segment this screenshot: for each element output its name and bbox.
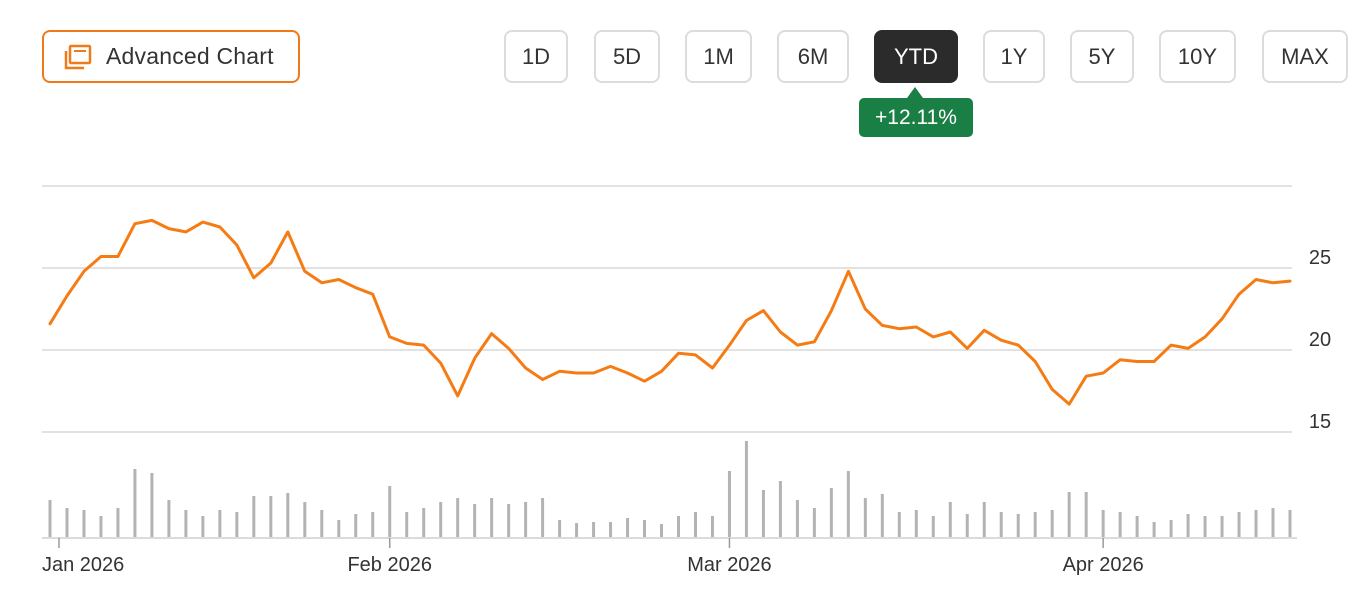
x-tick-label: Feb 2026 — [347, 554, 432, 576]
y-tick-label: 25 — [1309, 247, 1331, 269]
range-button-ytd[interactable]: YTD — [874, 30, 958, 83]
range-button-10y[interactable]: 10Y — [1159, 30, 1236, 83]
range-button-max[interactable]: MAX — [1262, 30, 1348, 83]
change-badge: +12.11% — [859, 98, 973, 137]
x-tick-label: Jan 2026 — [42, 554, 124, 576]
range-button-1d[interactable]: 1D — [504, 30, 568, 83]
change-badge-pointer — [907, 87, 923, 98]
price-line — [48, 218, 1292, 406]
advanced-chart-label: Advanced Chart — [106, 43, 274, 69]
range-button-5d[interactable]: 5D — [594, 30, 660, 83]
range-button-6m[interactable]: 6M — [777, 30, 849, 83]
range-button-5y[interactable]: 5Y — [1070, 30, 1134, 83]
x-tick-label: Apr 2026 — [1063, 554, 1144, 576]
range-button-1m[interactable]: 1M — [685, 30, 752, 83]
range-button-1y[interactable]: 1Y — [983, 30, 1045, 83]
advanced-chart-icon — [64, 44, 92, 69]
y-tick-label: 20 — [1309, 329, 1331, 351]
x-tick-label: Mar 2026 — [687, 554, 772, 576]
advanced-chart-button[interactable]: Advanced Chart — [42, 30, 300, 83]
y-tick-label: 15 — [1309, 411, 1331, 433]
